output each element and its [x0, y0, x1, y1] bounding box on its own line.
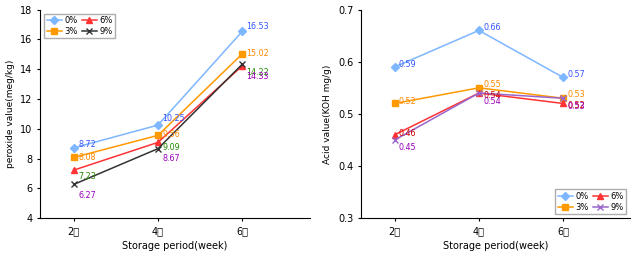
3% — [70, 156, 78, 159]
Legend: 0%, 3%, 6%, 9%: 0%, 3%, 6%, 9% — [555, 189, 626, 214]
Text: 9.56: 9.56 — [162, 130, 180, 139]
Text: 7.23: 7.23 — [78, 172, 96, 181]
Line: 3%: 3% — [71, 51, 245, 160]
0% — [391, 65, 399, 68]
Text: 14.33: 14.33 — [246, 72, 269, 81]
Legend: 0%, 3%, 6%, 9%: 0%, 3%, 6%, 9% — [45, 14, 115, 38]
X-axis label: Storage period(week): Storage period(week) — [122, 241, 228, 251]
0% — [154, 124, 162, 127]
Text: 15.02: 15.02 — [246, 49, 269, 58]
3% — [559, 97, 567, 100]
3% — [391, 102, 399, 105]
Y-axis label: peroxide value(meg/kg): peroxide value(meg/kg) — [6, 60, 15, 168]
Text: 0.53: 0.53 — [567, 90, 585, 99]
9% — [475, 91, 483, 95]
Y-axis label: Acid value(KOH mg/g): Acid value(KOH mg/g) — [324, 64, 333, 164]
0% — [70, 146, 78, 149]
Text: 0.52: 0.52 — [567, 101, 585, 110]
Text: 10.25: 10.25 — [162, 114, 185, 123]
9% — [559, 97, 567, 100]
6% — [475, 91, 483, 95]
Text: 0.53: 0.53 — [567, 102, 585, 111]
Text: 0.66: 0.66 — [483, 23, 501, 32]
Line: 0%: 0% — [71, 29, 245, 151]
3% — [154, 134, 162, 137]
6% — [559, 102, 567, 105]
Text: 0.45: 0.45 — [399, 143, 417, 152]
Text: 0.54: 0.54 — [483, 97, 501, 106]
Text: 0.55: 0.55 — [483, 80, 501, 89]
Line: 0%: 0% — [392, 28, 566, 80]
9% — [70, 183, 78, 186]
Text: 0.46: 0.46 — [399, 129, 417, 138]
Text: 0.54: 0.54 — [483, 91, 501, 100]
Text: 16.53: 16.53 — [246, 23, 269, 32]
Text: 8.72: 8.72 — [78, 140, 96, 149]
Line: 9%: 9% — [71, 61, 245, 188]
Text: 0.57: 0.57 — [567, 70, 585, 79]
6% — [154, 141, 162, 144]
9% — [238, 63, 246, 66]
3% — [475, 86, 483, 89]
9% — [154, 147, 162, 150]
Line: 9%: 9% — [391, 89, 567, 143]
Text: 0.59: 0.59 — [399, 60, 417, 69]
6% — [238, 64, 246, 67]
6% — [391, 133, 399, 136]
Text: 6.27: 6.27 — [78, 191, 96, 200]
Line: 6%: 6% — [392, 90, 566, 137]
Line: 3%: 3% — [392, 85, 566, 106]
Text: 8.08: 8.08 — [78, 153, 95, 162]
0% — [475, 29, 483, 32]
Text: 8.67: 8.67 — [162, 154, 180, 163]
0% — [238, 30, 246, 33]
Line: 6%: 6% — [71, 63, 245, 173]
Text: 9.09: 9.09 — [162, 143, 180, 152]
Text: 0.52: 0.52 — [399, 97, 417, 106]
3% — [238, 52, 246, 56]
Text: 14.22: 14.22 — [246, 68, 269, 77]
9% — [391, 139, 399, 142]
6% — [70, 169, 78, 172]
0% — [559, 76, 567, 79]
X-axis label: Storage period(week): Storage period(week) — [443, 241, 548, 251]
